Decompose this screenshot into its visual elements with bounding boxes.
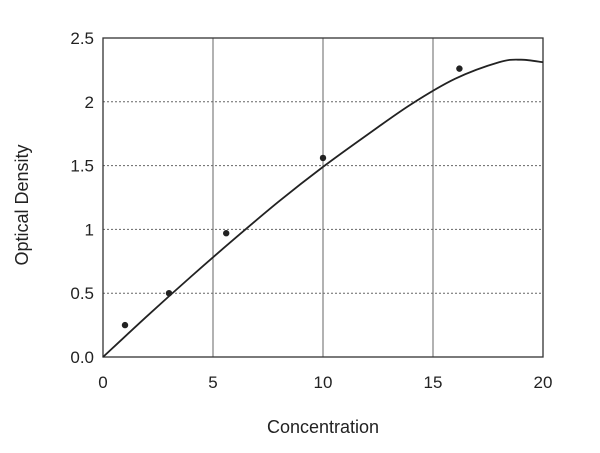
y-axis-ticks: 0.0 0.5 1 1.5 2 2.5 bbox=[70, 29, 94, 367]
fit-curve bbox=[102, 58, 544, 358]
y-tick-label: 1.5 bbox=[70, 157, 94, 176]
data-point bbox=[456, 65, 463, 72]
data-point bbox=[319, 154, 327, 162]
y-tick-label: 0.5 bbox=[70, 284, 94, 303]
x-tick-label: 10 bbox=[314, 373, 333, 392]
x-axis-ticks: 0 5 10 15 20 bbox=[98, 373, 552, 392]
y-tick-label: 0.0 bbox=[70, 348, 94, 367]
data-points bbox=[121, 65, 463, 329]
y-tick-label: 2 bbox=[85, 93, 94, 112]
data-point bbox=[121, 321, 129, 329]
x-tick-label: 20 bbox=[534, 373, 553, 392]
x-tick-label: 5 bbox=[208, 373, 217, 392]
y-tick-label: 1 bbox=[85, 220, 94, 239]
fit-curve-layer bbox=[102, 58, 544, 358]
x-tick-label: 15 bbox=[424, 373, 443, 392]
data-point bbox=[223, 230, 230, 237]
x-tick-label: 0 bbox=[98, 373, 107, 392]
y-axis-label: Optical Density bbox=[12, 144, 32, 265]
x-axis-label: Concentration bbox=[267, 417, 379, 437]
data-point bbox=[165, 290, 173, 297]
plot-frame bbox=[102, 37, 544, 358]
y-tick-label: 2.5 bbox=[70, 29, 94, 48]
